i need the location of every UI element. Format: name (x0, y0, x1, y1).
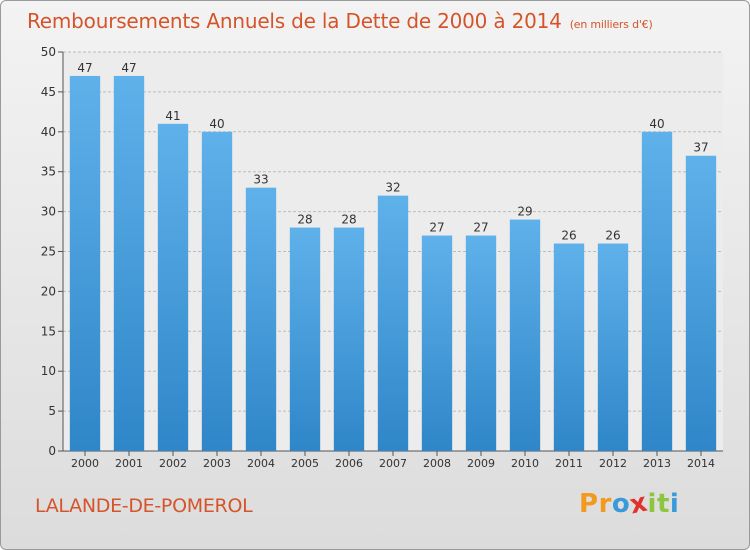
y-tick-label: 10 (41, 364, 56, 378)
bar-value-label: 26 (605, 229, 620, 243)
logo-letter: o (611, 489, 631, 519)
bar-value-label: 26 (561, 229, 576, 243)
bar-value-label: 27 (429, 221, 444, 235)
bar-value-label: 33 (253, 173, 268, 187)
bar-value-label: 40 (649, 117, 664, 131)
bar (421, 235, 453, 451)
y-tick-label: 40 (41, 125, 56, 139)
y-tick-label: 15 (41, 324, 56, 338)
x-tick-label: 2006 (335, 457, 363, 470)
bar-value-label: 41 (165, 109, 180, 123)
bar-value-label: 28 (341, 213, 356, 227)
x-tick-label: 2013 (643, 457, 671, 470)
y-tick-label: 0 (48, 444, 56, 458)
bar (509, 219, 541, 451)
bar (597, 243, 629, 451)
x-tick-label: 2000 (71, 457, 99, 470)
chart-unit-label: (en milliers d'€) (569, 18, 653, 31)
bar-value-label: 37 (693, 141, 708, 155)
x-tick-label: 2011 (555, 457, 583, 470)
x-tick-label: 2004 (247, 457, 275, 470)
bar-value-label: 29 (517, 205, 532, 219)
logo-letter: r (598, 489, 612, 519)
y-tick-label: 25 (41, 245, 56, 259)
x-tick-label: 2009 (467, 457, 495, 470)
bar (553, 243, 585, 451)
y-tick-label: 35 (41, 165, 56, 179)
y-tick-label: 50 (41, 45, 56, 59)
bar (201, 131, 233, 452)
bar (641, 131, 673, 452)
logo-letter: P (579, 489, 599, 519)
bar-value-label: 40 (209, 117, 224, 131)
bar-value-label: 27 (473, 221, 488, 235)
x-tick-label: 2001 (115, 457, 143, 470)
bar (113, 75, 145, 451)
bar-value-label: 32 (385, 181, 400, 195)
bar (377, 195, 409, 451)
bar (465, 235, 497, 451)
x-tick-label: 2003 (203, 457, 231, 470)
y-tick-label: 30 (41, 205, 56, 219)
y-tick-label: 5 (48, 404, 56, 418)
x-tick-label: 2010 (511, 457, 539, 470)
bar-value-label: 47 (77, 61, 92, 75)
proxiti-logo: Proxiti (579, 488, 680, 521)
logo-letter: t (656, 489, 670, 519)
commune-name: LALANDE-DE-POMEROL (35, 495, 253, 517)
x-tick-label: 2014 (687, 457, 715, 470)
x-tick-label: 2008 (423, 457, 451, 470)
bar-value-label: 47 (121, 61, 136, 75)
bar (289, 227, 321, 451)
bar-value-label: 28 (297, 213, 312, 227)
x-tick-label: 2012 (599, 457, 627, 470)
chart-title: Remboursements Annuels de la Dette de 20… (27, 9, 653, 33)
logo-letter: i (647, 489, 657, 519)
y-tick-label: 20 (41, 284, 56, 298)
bar (245, 187, 277, 451)
chart-title-text: Remboursements Annuels de la Dette de 20… (27, 9, 562, 33)
x-tick-label: 2005 (291, 457, 319, 470)
bar (333, 227, 365, 451)
logo-letter: i (669, 489, 680, 519)
y-tick-label: 45 (41, 85, 56, 99)
bar (685, 155, 717, 452)
bar (157, 123, 189, 451)
bar (69, 75, 101, 451)
x-tick-label: 2002 (159, 457, 187, 470)
x-tick-label: 2007 (379, 457, 407, 470)
